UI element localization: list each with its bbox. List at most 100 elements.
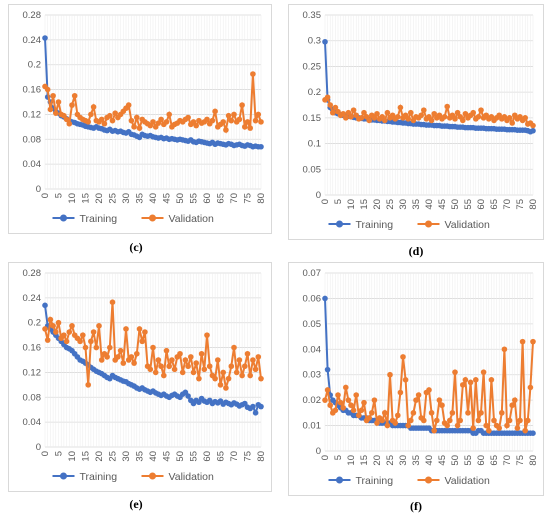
data-point-validation bbox=[428, 117, 435, 124]
data-point-validation bbox=[509, 402, 515, 409]
data-point-validation bbox=[247, 372, 253, 379]
data-point-validation bbox=[88, 338, 94, 345]
legend-marker-validation bbox=[149, 214, 156, 222]
data-point-validation bbox=[201, 366, 208, 373]
data-point-validation bbox=[109, 299, 116, 306]
x-tick-label: 80 bbox=[256, 193, 267, 204]
data-point-validation bbox=[66, 120, 73, 127]
x-tick-label: 50 bbox=[175, 451, 186, 462]
data-point-validation bbox=[384, 422, 391, 429]
x-tick-label: 55 bbox=[189, 451, 200, 462]
x-tick-label: 55 bbox=[463, 199, 474, 210]
data-point-validation bbox=[215, 357, 221, 363]
legend-label-training: Training bbox=[356, 219, 394, 231]
chart-panel-f: 0 0.01 0.02 0.03 0.04 0.05 0.06 0.07 0 5 10 15 20 25 3… bbox=[288, 262, 544, 496]
data-point-validation bbox=[478, 410, 484, 416]
legend-marker-training bbox=[336, 220, 343, 228]
data-point-validation bbox=[225, 375, 232, 382]
data-point-training bbox=[252, 410, 259, 416]
data-point-validation bbox=[345, 109, 352, 116]
data-point-validation bbox=[47, 106, 54, 113]
data-point-validation bbox=[358, 115, 365, 121]
data-point-training bbox=[258, 403, 264, 410]
x-tick-label: 5 bbox=[333, 199, 344, 204]
x-tick-label: 25 bbox=[108, 451, 119, 462]
y-tick-label: 0.12 bbox=[23, 109, 42, 120]
data-point-validation bbox=[465, 410, 471, 416]
data-point-validation bbox=[217, 382, 224, 388]
data-point-validation bbox=[193, 122, 199, 129]
y-tick-label: 0.3 bbox=[308, 36, 321, 47]
legend-marker-validation bbox=[149, 472, 156, 480]
y-tick-label: 0.16 bbox=[23, 343, 42, 354]
data-point-validation bbox=[327, 402, 333, 409]
y-tick-label: 0 bbox=[316, 190, 321, 201]
x-tick-label: 0 bbox=[40, 193, 51, 198]
y-tick-label: 0.04 bbox=[23, 159, 42, 170]
data-point-validation bbox=[324, 94, 331, 101]
x-tick-label: 60 bbox=[202, 193, 213, 204]
data-point-validation bbox=[439, 402, 445, 409]
data-point-validation bbox=[452, 369, 458, 375]
data-point-validation bbox=[212, 375, 218, 382]
data-point-validation bbox=[470, 425, 476, 431]
data-point-validation bbox=[499, 410, 505, 416]
data-point-validation bbox=[382, 117, 388, 124]
data-point-validation bbox=[449, 410, 456, 416]
data-point-validation bbox=[206, 363, 213, 370]
data-point-validation bbox=[82, 344, 89, 351]
x-tick-label: 10 bbox=[67, 451, 78, 462]
x-tick-label: 30 bbox=[398, 199, 409, 210]
data-point-validation bbox=[136, 326, 143, 332]
data-point-validation bbox=[242, 124, 248, 130]
data-point-validation bbox=[163, 347, 170, 354]
data-point-validation bbox=[185, 114, 191, 121]
data-point-validation bbox=[522, 115, 528, 121]
data-point-validation bbox=[101, 120, 108, 127]
x-tick-label: 10 bbox=[67, 193, 78, 204]
data-point-validation bbox=[426, 387, 432, 393]
x-tick-label: 0 bbox=[40, 451, 51, 456]
x-tick-label: 55 bbox=[189, 193, 200, 204]
data-point-validation bbox=[142, 329, 148, 335]
y-tick-label: 0.2 bbox=[28, 318, 41, 329]
y-tick-label: 0.2 bbox=[308, 87, 321, 98]
data-point-training bbox=[530, 430, 536, 436]
x-tick-label: 0 bbox=[320, 199, 331, 204]
data-point-validation bbox=[182, 357, 189, 363]
y-tick-label: 0.25 bbox=[303, 61, 322, 72]
data-point-validation bbox=[322, 397, 328, 403]
data-point-validation bbox=[136, 125, 143, 131]
y-tick-label: 0.01 bbox=[303, 421, 322, 432]
x-tick-label: 25 bbox=[385, 199, 396, 210]
data-point-training bbox=[322, 295, 328, 302]
data-point-validation bbox=[123, 326, 129, 332]
chart-d: 00.050.10.150.20.250.30.350 5 10 15 20 25 30 35… bbox=[303, 10, 540, 231]
data-point-validation bbox=[53, 329, 59, 335]
data-point-validation bbox=[506, 115, 513, 121]
data-point-validation bbox=[228, 363, 235, 370]
y-tick-label: 0.08 bbox=[23, 392, 42, 403]
x-tick-label: 20 bbox=[94, 451, 105, 462]
x-tick-label: 75 bbox=[515, 455, 526, 466]
x-tick-label: 40 bbox=[148, 193, 159, 204]
data-point-validation bbox=[85, 119, 91, 125]
x-tick-label: 10 bbox=[346, 455, 357, 466]
data-point-validation bbox=[255, 354, 262, 360]
data-point-validation bbox=[421, 107, 427, 113]
data-point-validation bbox=[348, 114, 354, 120]
data-point-validation bbox=[236, 357, 243, 363]
data-point-validation bbox=[71, 92, 78, 99]
data-point-validation bbox=[63, 116, 70, 123]
data-point-validation bbox=[525, 417, 531, 424]
legend-label-validation: Validation bbox=[445, 475, 490, 487]
data-point-validation bbox=[530, 122, 536, 129]
data-point-validation bbox=[255, 111, 262, 118]
data-point-validation bbox=[166, 363, 172, 370]
data-point-training bbox=[42, 302, 48, 309]
chart-panel-d: 0 0.05 0.1 0.15 0.2 0.25 0.3 0.35 0 5 10 15 20 25 30 35… bbox=[288, 4, 544, 240]
data-point-validation bbox=[204, 332, 210, 338]
data-point-validation bbox=[147, 366, 154, 373]
caption-f: (f) bbox=[410, 499, 422, 513]
data-point-validation bbox=[139, 338, 145, 345]
